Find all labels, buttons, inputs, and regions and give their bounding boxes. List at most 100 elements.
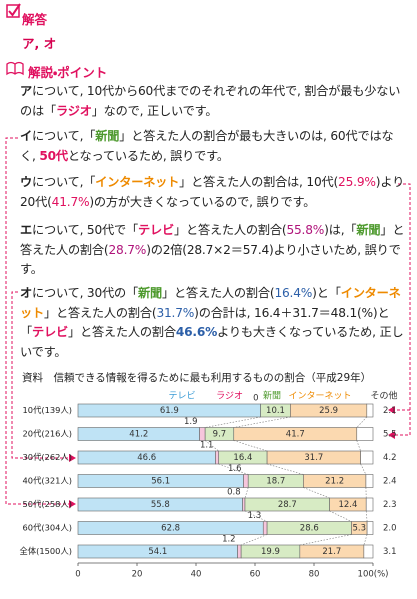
text-run: 」と答えた人の割合( <box>43 305 157 320</box>
pointer-line <box>11 291 72 459</box>
arrowhead <box>388 406 395 414</box>
text-run: 50代 <box>39 148 68 163</box>
text-run: について, 50代で「 <box>32 223 139 237</box>
bar-segment <box>237 544 242 559</box>
connector <box>267 463 304 475</box>
value-label: 1.9 <box>184 417 198 427</box>
value-label: 31.7 <box>304 453 323 463</box>
text-run: について, 30代の「 <box>32 286 139 300</box>
text-run: )より20代( <box>20 175 405 209</box>
connector <box>303 487 330 499</box>
text-run: ラジオ <box>55 103 92 118</box>
value-label: 3.1 <box>383 547 397 557</box>
legend-label: テレビ <box>168 391 195 402</box>
category-label: 60代(304人) <box>23 523 72 533</box>
bar-segment <box>366 403 374 418</box>
value-label: 18.7 <box>266 477 285 487</box>
text-run: )の2倍(28.7×2＝57.4)より小さいため, 誤りです。 <box>20 242 401 277</box>
connector <box>244 487 249 499</box>
paragraph: ウについて,「インターネット」と答えた人の割合は, 10代(25.9%)より20… <box>20 173 406 212</box>
paragraph: アについて, 10代から60代までのそれぞれの年代で, 割合が最も少ないのは「ラ… <box>20 82 406 121</box>
book-icon <box>6 61 24 76</box>
bar-segment <box>242 497 246 512</box>
text-run: ウ <box>20 175 32 189</box>
pointers <box>5 137 411 505</box>
text-run: について, 10代から60代までのそれぞれの年代で, 割合が最も少ないのは「 <box>20 84 401 118</box>
value-label: 41.2 <box>129 430 148 440</box>
connector <box>360 463 367 475</box>
arrowhead <box>388 431 395 439</box>
value-label: 10.1 <box>266 406 285 416</box>
text-run: 41.7% <box>51 194 90 209</box>
bar-segment <box>215 450 220 465</box>
value-label: 61.9 <box>160 406 179 416</box>
value-label: 0.8 <box>227 488 241 498</box>
text-run: 」と答えた人の割合( <box>173 223 287 237</box>
legend-label: その他 <box>370 390 397 402</box>
text-run: 46.6% <box>175 325 218 339</box>
text-run: 新聞 <box>95 129 120 143</box>
text-run: 新聞 <box>138 286 162 300</box>
value-label: 28.7 <box>278 500 297 510</box>
x-tick-label: 80 <box>309 570 320 580</box>
value-label: 2.1 <box>383 406 397 416</box>
category-label: 40代(321人) <box>23 476 72 486</box>
category-label: 20代(216人) <box>23 429 72 439</box>
text-run: 」と答えた人の割合 <box>67 325 176 339</box>
category-label: 30代(262人) <box>23 452 72 462</box>
connector <box>365 510 368 522</box>
x-tick-label: 100(%) <box>358 570 389 580</box>
value-label: 1.3 <box>248 511 262 521</box>
text-run: 新聞 <box>356 223 381 237</box>
arrowheads <box>69 406 395 508</box>
check-box <box>6 4 20 18</box>
connector <box>363 534 368 546</box>
category-label: 全体(1500人) <box>20 546 72 556</box>
value-label: 1.2 <box>222 535 236 545</box>
text-run: 55.8% <box>286 223 325 237</box>
value-label: 41.7 <box>286 430 305 440</box>
x-tick-label: 40 <box>191 570 202 580</box>
paragraph: オについて, 30代の「新聞」と答えた人の割合(16.4%)と「インターネット」… <box>20 284 406 362</box>
value-label: 46.6 <box>137 453 156 463</box>
connector <box>218 463 249 475</box>
text-run: )は,「 <box>324 223 357 237</box>
check-mark <box>8 3 21 17</box>
connector <box>244 510 268 522</box>
text-run: )と「 <box>312 286 341 300</box>
text-run: 」と答えた人の割合が最も大きいのは, 60代ではなく, <box>20 129 394 163</box>
bar-segment <box>363 544 374 559</box>
value-label: 5.5 <box>383 430 397 440</box>
value-label: 5.3 <box>353 524 367 534</box>
x-tick-label: 60 <box>250 570 261 580</box>
value-label: 56.1 <box>151 477 170 487</box>
text-run: )の方が大きくなっているので, 誤りです。 <box>89 194 316 209</box>
value-label: 2.4 <box>383 477 397 487</box>
bar-segment <box>262 521 268 535</box>
paragraph: イについて,「新聞」と答えた人の割合が最も大きいのは, 60代ではなく, 50代… <box>20 127 406 166</box>
text-run: テレビ <box>32 325 68 339</box>
value-label: 21.2 <box>325 477 344 487</box>
bar-segment <box>360 450 374 465</box>
pointer-line <box>5 137 72 505</box>
arrowhead <box>69 500 76 508</box>
x-tick-label: 0 <box>75 570 80 580</box>
value-label: 54.1 <box>148 547 167 557</box>
text-run: について,「 <box>32 129 96 143</box>
text-run: ア <box>20 84 32 98</box>
value-label: 25.9 <box>319 406 338 416</box>
text-run: について,「 <box>32 175 96 189</box>
value-label: 1.1 <box>200 441 214 451</box>
bar-segment <box>365 497 374 512</box>
text-run: 」と答えた人の割合は, 10代( <box>179 175 339 189</box>
value-label: 2.0 <box>383 524 397 534</box>
bar-segment <box>365 474 374 488</box>
text-run: 」と答えた人の割合( <box>162 286 275 300</box>
text-run: インターネット <box>95 175 180 189</box>
text-run: 28.7% <box>108 242 147 257</box>
explanation-heading: 解説・ポイント <box>28 65 108 80</box>
legend-label: ラジオ <box>216 391 243 402</box>
answer-heading: 解答 <box>22 12 48 27</box>
